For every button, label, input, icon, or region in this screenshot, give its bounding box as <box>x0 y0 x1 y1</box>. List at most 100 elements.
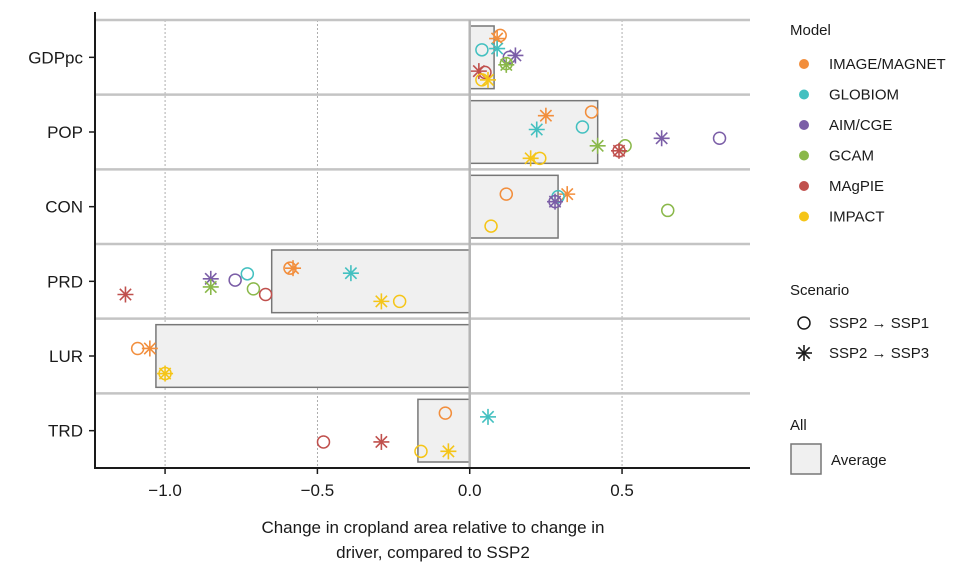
category-label-lur: LUR <box>49 347 83 366</box>
asterisk-stroke <box>490 42 504 55</box>
asterisk-stroke <box>591 139 604 153</box>
point-image-magnet-con-ssp3 <box>559 186 576 203</box>
axes <box>94 12 750 469</box>
point-image-magnet-trd-ssp1 <box>438 406 453 420</box>
legend-model-title: Model <box>790 22 831 39</box>
asterisk-stroke <box>286 261 300 275</box>
asterisk-stroke <box>530 123 543 136</box>
legend-swatch-impact <box>799 211 809 222</box>
x-tick-label-0: −1.0 <box>148 481 182 500</box>
legend-all-title: All <box>790 417 807 434</box>
legend-label-ssp1: SSP2 → SSP1 <box>829 315 929 332</box>
legend-label-gcam: GCAM <box>829 148 874 165</box>
legend-swatch-image-magnet <box>799 59 809 69</box>
asterisk-stroke <box>344 266 358 280</box>
point-globiom-gdppc-ssp3 <box>489 40 506 57</box>
asterisk-stroke <box>375 435 388 449</box>
legend-label-magpie: MAgPIE <box>829 178 884 195</box>
x-axis-title-line-2: driver, compared to SSP2 <box>336 543 530 562</box>
average-box-TRD <box>417 398 471 463</box>
point-impact-prd-ssp3 <box>373 293 390 310</box>
legend-average-swatch <box>790 443 822 475</box>
point-globiom-trd-ssp3 <box>480 408 496 425</box>
point-magpie-pop-ssp3 <box>611 142 627 159</box>
legend-scenario-entries: SSP2 → SSP1 SSP2 → SSP3 <box>796 315 929 362</box>
point-gcam-con-ssp1 <box>660 203 675 218</box>
legend-swatch-gcam <box>799 150 809 161</box>
point-aim-cge-pop-ssp1 <box>712 131 727 146</box>
point-globiom-gdppc-ssp1 <box>475 43 489 57</box>
point-impact-con-ssp1 <box>484 219 498 233</box>
legend-marker-ssp3 <box>796 345 812 361</box>
asterisk-stroke <box>204 280 217 294</box>
asterisk-stroke <box>655 132 668 145</box>
legend-swatch-globiom <box>799 89 809 100</box>
x-tick-label-3: 0.5 <box>610 481 634 500</box>
x-tick-label-1: −0.5 <box>301 481 335 500</box>
asterisk-stroke <box>481 410 495 424</box>
point-globiom-prd-ssp1 <box>240 267 255 281</box>
point-aim-cge-pop-ssp3 <box>653 130 670 147</box>
legend-swatch-magpie <box>799 181 809 191</box>
asterisk-stroke <box>158 367 172 380</box>
category-label-trd: TRD <box>48 422 83 441</box>
asterisk-stroke <box>797 346 811 360</box>
legend-label-ssp3: SSP2 → SSP3 <box>829 345 929 362</box>
asterisk-stroke <box>524 152 537 165</box>
point-impact-trd-ssp3 <box>440 443 457 460</box>
average-box-CON <box>468 174 559 239</box>
point-impact-lur-ssp3 <box>157 365 174 382</box>
category-label-prd: PRD <box>47 272 83 291</box>
legend-average-label: Average <box>831 452 887 469</box>
asterisk-stroke <box>442 445 455 458</box>
asterisk-stroke <box>500 58 513 72</box>
legend-model-entries: IMAGE/MAGNET GLOBIOM AIM/CGE GCAM MAgPIE IMPA… <box>799 56 946 226</box>
category-bands <box>95 18 750 395</box>
point-aim-cge-gdppc-ssp3 <box>507 47 524 64</box>
point-magpie-prd-ssp3 <box>117 286 134 303</box>
point-image-magnet-prd-ssp3 <box>285 260 302 277</box>
point-gcam-prd-ssp3 <box>202 278 219 295</box>
legend-label-image-magnet: IMAGE/MAGNET <box>829 56 946 73</box>
point-magpie-gdppc-ssp3 <box>470 63 487 80</box>
legend-label-impact: IMPACT <box>829 209 885 226</box>
point-impact-pop-ssp3 <box>522 150 539 167</box>
point-globiom-pop-ssp1 <box>575 120 590 134</box>
x-tick-label-2: 0.0 <box>458 481 482 500</box>
point-impact-trd-ssp1 <box>414 444 428 459</box>
asterisk-stroke <box>548 195 562 208</box>
category-label-gdppc: GDPpc <box>28 48 83 67</box>
asterisk-stroke <box>490 32 504 45</box>
point-gcam-gdppc-ssp3 <box>498 56 515 73</box>
legend-swatch-aim-cge <box>799 120 809 130</box>
data-points <box>117 28 727 460</box>
category-label-con: CON <box>45 198 83 217</box>
point-impact-gdppc-ssp3 <box>480 71 496 88</box>
asterisk-stroke <box>539 109 553 122</box>
point-image-magnet-pop-ssp1 <box>584 105 599 119</box>
asterisk-stroke <box>481 73 495 87</box>
legend-marker-ssp1 <box>797 316 811 330</box>
x-axis-title: Change in cropland area relative to chan… <box>261 518 604 562</box>
point-aim-cge-prd-ssp1 <box>228 273 242 287</box>
point-globiom-prd-ssp3 <box>342 265 359 282</box>
point-gcam-pop-ssp3 <box>589 137 606 154</box>
legend-label-globiom: GLOBIOM <box>829 87 899 104</box>
asterisk-stroke <box>143 342 157 355</box>
point-globiom-pop-ssp3 <box>528 121 545 138</box>
category-labels: GDPpc POP CON PRD LUR TRD <box>28 48 95 441</box>
point-magpie-prd-ssp1 <box>258 287 273 302</box>
category-label-pop: POP <box>47 123 83 142</box>
point-image-magnet-pop-ssp3 <box>537 107 554 124</box>
point-image-magnet-con-ssp1 <box>499 187 514 201</box>
asterisk-stroke <box>472 64 486 78</box>
point-magpie-trd-ssp3 <box>373 433 390 450</box>
point-aim-cge-con-ssp3 <box>547 193 564 210</box>
asterisk-stroke <box>612 144 626 158</box>
point-image-magnet-lur-ssp3 <box>141 340 158 357</box>
x-tick-labels: −1.0 −0.5 0.0 0.5 <box>148 468 634 500</box>
asterisk-stroke <box>375 295 388 308</box>
point-gcam-prd-ssp1 <box>246 282 261 296</box>
legend-label-aim-cge: AIM/CGE <box>829 117 892 134</box>
